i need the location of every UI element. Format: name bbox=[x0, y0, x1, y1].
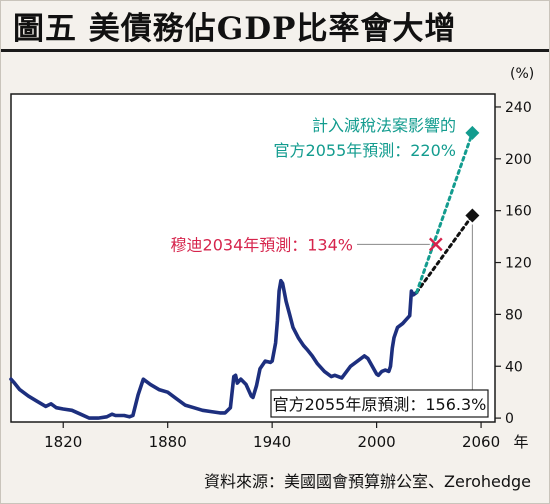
moody-marker-stroke-b bbox=[428, 237, 443, 252]
x-tick-label: 1880 bbox=[149, 433, 187, 451]
tax-bill-projection-label-line1: 計入減稅法案影響的 bbox=[312, 116, 456, 135]
y-tick-label: 40 bbox=[505, 359, 523, 375]
original-projection-line bbox=[415, 213, 474, 294]
original-projection-marker bbox=[465, 208, 480, 223]
title-rule bbox=[1, 49, 549, 52]
x-tick-label: 2000 bbox=[358, 433, 396, 451]
tax-bill-projection-line bbox=[415, 131, 474, 294]
tax-bill-projection-marker bbox=[465, 125, 480, 140]
historical-debt-line bbox=[9, 278, 419, 420]
original-projection-label: 官方2055年原預測：156.3% bbox=[273, 395, 487, 414]
y-tick-label: 80 bbox=[505, 307, 523, 323]
y-tick-label: 120 bbox=[505, 256, 532, 272]
tax-bill-projection-label-line2: 官方2055年預測：220% bbox=[274, 141, 456, 160]
chart-area: 0 40 80 120 160 200 240 (%) 1820 1880 1940 2000 2060… bbox=[9, 66, 534, 451]
y-tick-label: 200 bbox=[505, 152, 532, 168]
x-tick-label: 1940 bbox=[253, 433, 291, 451]
x-axis-unit: 年 bbox=[513, 433, 528, 451]
y-tick-label: 160 bbox=[505, 204, 532, 220]
chart-title: 圖五 美債務佔GDP比率會大增 bbox=[13, 10, 457, 47]
original-projection-label-box bbox=[270, 389, 489, 418]
plot-frame bbox=[10, 93, 496, 423]
x-tick-label: 1820 bbox=[44, 433, 82, 451]
y-tick-label: 240 bbox=[505, 100, 532, 116]
title-bar: 圖五 美債務佔GDP比率會大增 bbox=[1, 1, 549, 49]
y-axis-unit: (%) bbox=[510, 66, 534, 82]
moody-projection-label: 穆迪2034年預測：134% bbox=[171, 235, 353, 254]
y-tick-label: 0 bbox=[505, 411, 514, 427]
x-tick-label: 2060 bbox=[462, 433, 500, 451]
source-note: 資料來源：美國國會預算辦公室、Zerohedge bbox=[204, 472, 531, 491]
